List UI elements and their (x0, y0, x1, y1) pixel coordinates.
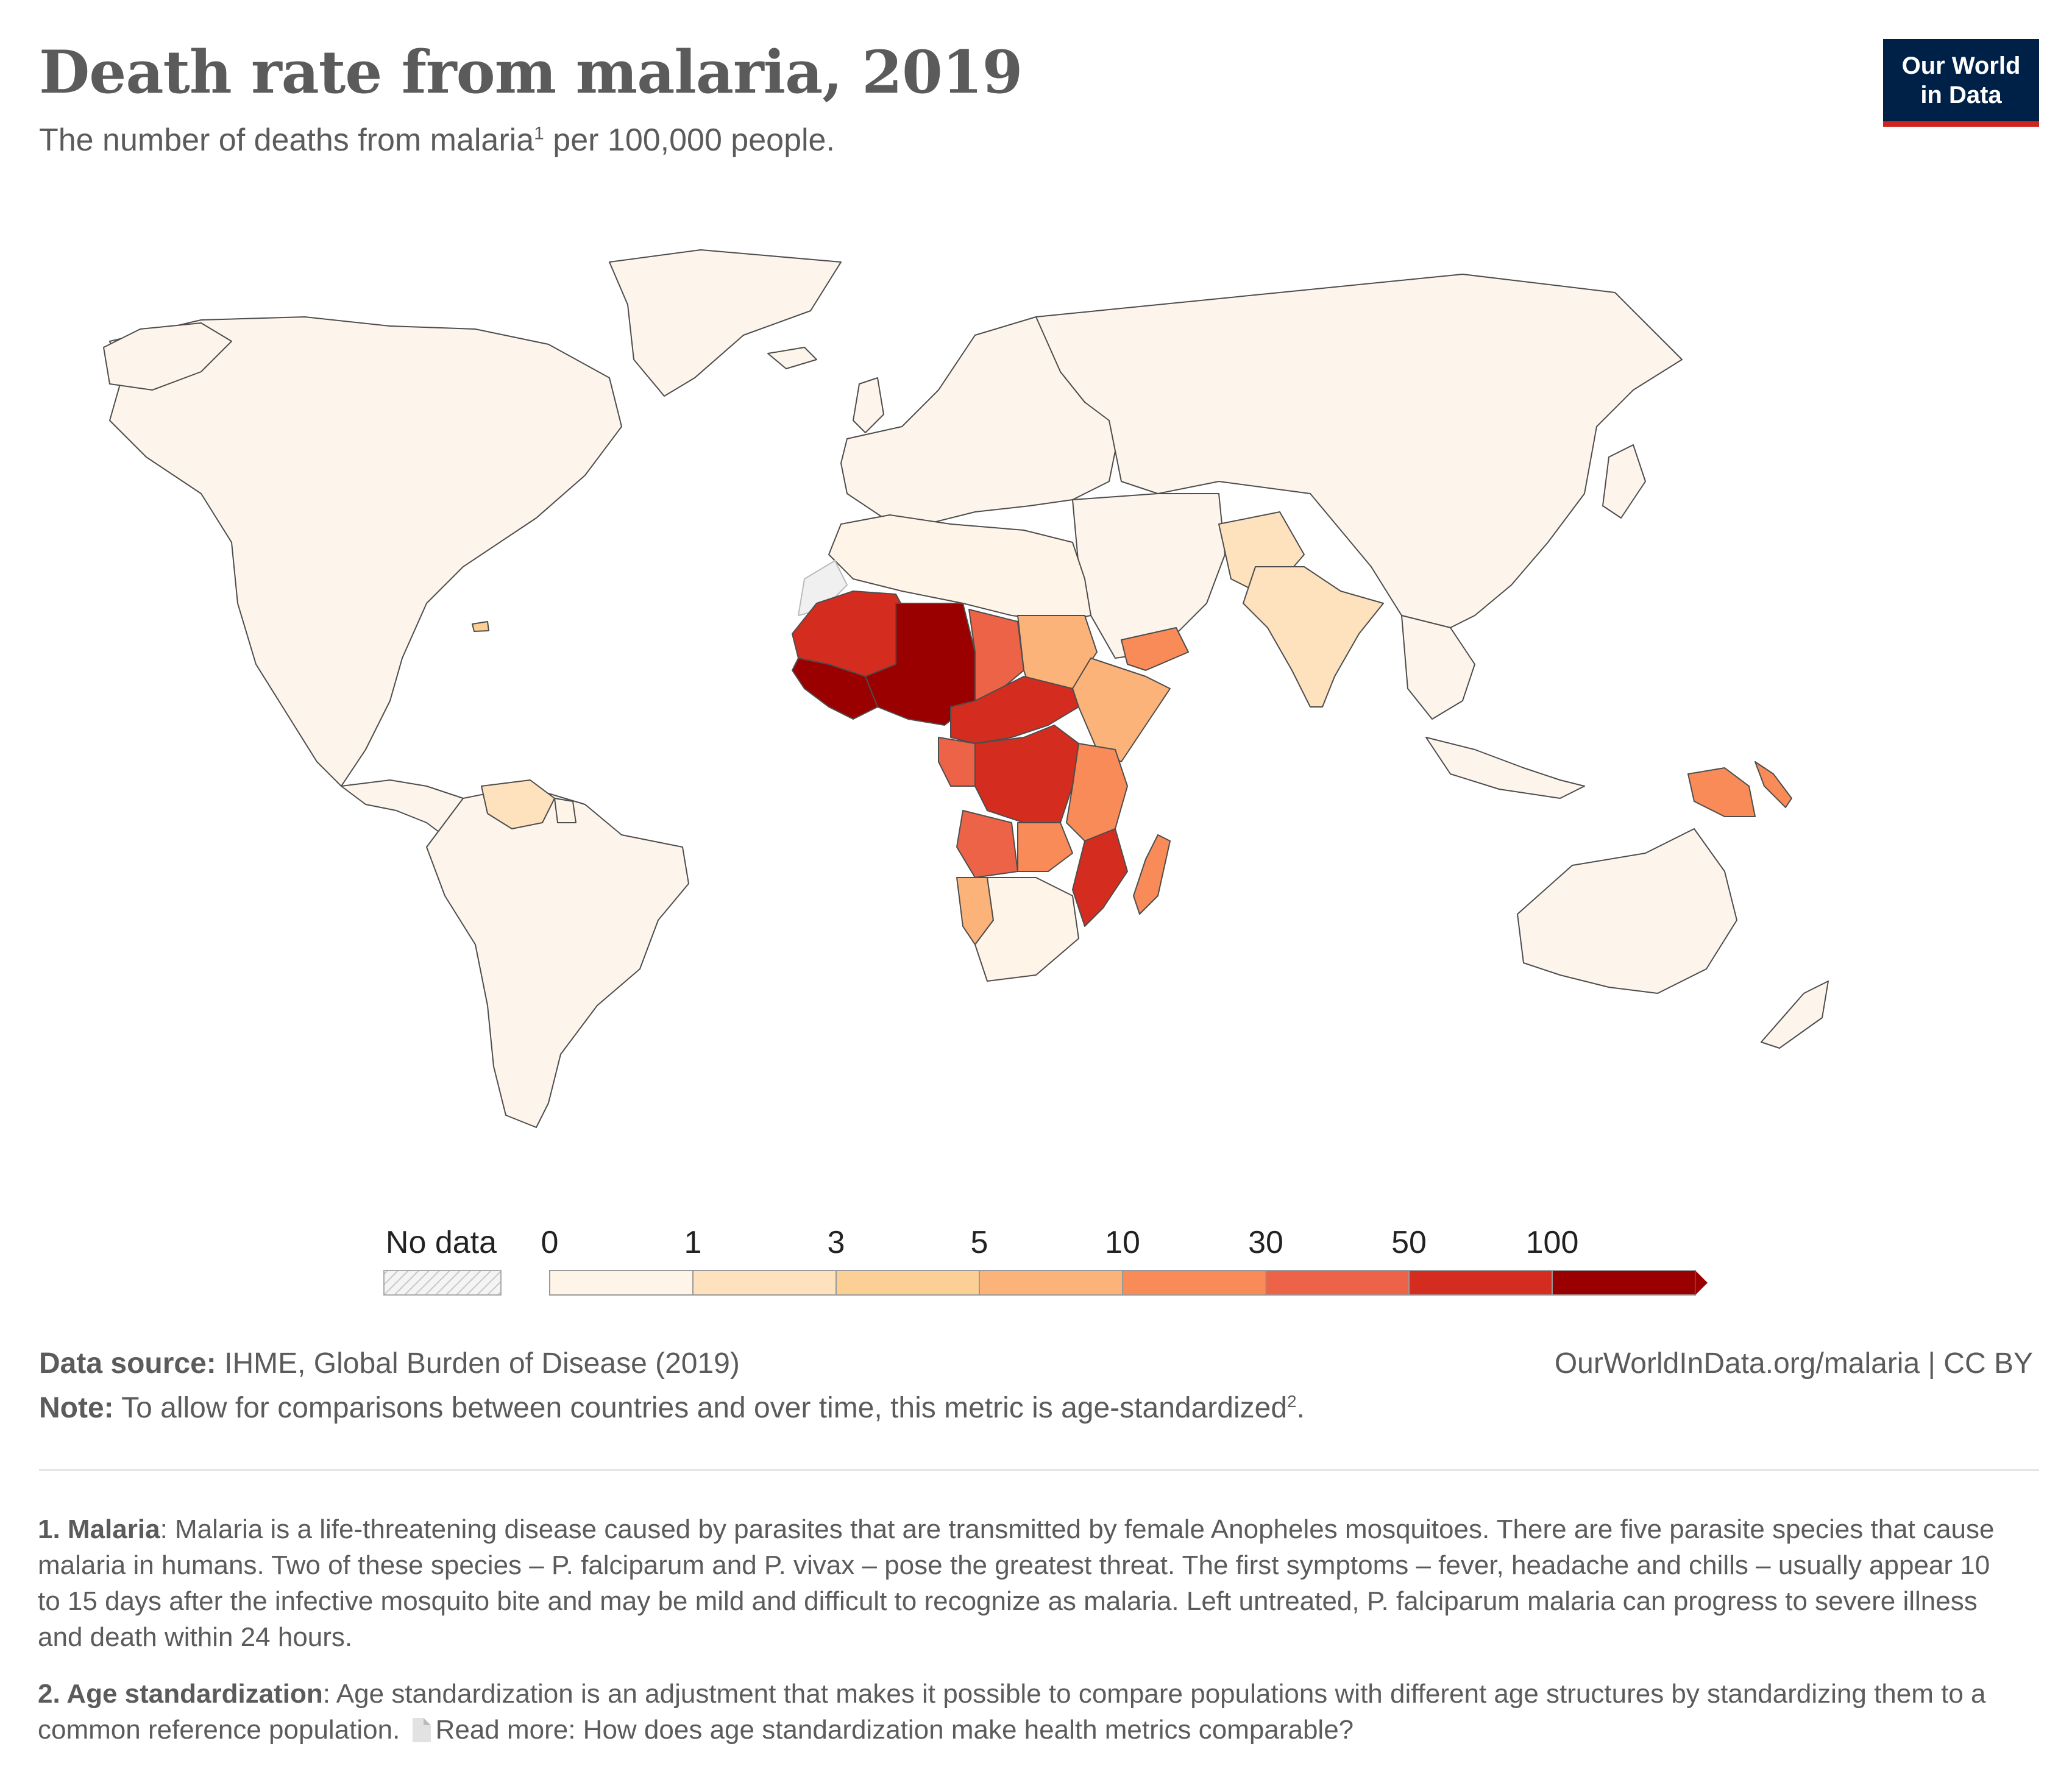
legend-tick-label: 50 (1391, 1225, 1427, 1260)
country-mozambique[interactable] (1072, 828, 1128, 927)
country-venezuela[interactable] (481, 779, 555, 829)
country-guyana[interactable] (554, 798, 577, 823)
country-botswana-sa[interactable] (974, 877, 1079, 982)
region-southeast-asia[interactable] (1401, 615, 1475, 720)
note-label: Note: (39, 1392, 114, 1424)
footnote-2-text: : Age standardization is an adjustment t… (38, 1679, 1986, 1745)
country-gabon-congo[interactable] (938, 737, 976, 787)
country-iceland[interactable] (767, 347, 817, 369)
country-papua-new-guinea[interactable] (1687, 767, 1756, 817)
country-new-zealand[interactable] (1761, 981, 1829, 1049)
legend-tick-label: 100 (1526, 1225, 1579, 1260)
country-japan[interactable] (1602, 444, 1646, 519)
footnotes-divider (39, 1469, 2039, 1471)
region-alaska[interactable] (103, 322, 232, 391)
country-zambia[interactable] (1017, 822, 1073, 872)
region-russia-asia[interactable] (1035, 274, 1683, 628)
footnote-ref-2[interactable]: 2 (1287, 1392, 1297, 1411)
legend-bin (692, 1270, 837, 1296)
country-png-islands[interactable] (1754, 761, 1792, 808)
legend-tick-label: 10 (1105, 1225, 1140, 1260)
region-south-america[interactable] (426, 786, 689, 1128)
country-india[interactable] (1243, 566, 1384, 708)
legend-tick-labels: 0 1 3 5 10 30 50 100 (541, 1225, 1579, 1260)
owid-logo[interactable]: Our World in Data (1883, 39, 2039, 127)
legend-bin (1265, 1270, 1410, 1296)
map-legend: No data 0 1 3 5 10 30 50 100 (383, 1225, 1708, 1296)
legend-no-data-swatch (383, 1270, 502, 1296)
footnote-1-label: 1. Malaria (38, 1514, 160, 1544)
logo-line-1: Our World (1901, 52, 2021, 79)
region-indonesia[interactable] (1425, 737, 1585, 799)
legend-bin (549, 1270, 694, 1296)
country-uk[interactable] (853, 377, 884, 433)
footnote-1-text: : Malaria is a life-threatening disease … (38, 1514, 1995, 1652)
data-source-label: Data source: (39, 1347, 216, 1380)
chart-subtitle: The number of deaths from malaria1 per 1… (39, 122, 835, 158)
legend-color-bins (549, 1270, 1708, 1296)
document-icon (412, 1718, 431, 1742)
region-guinea-coast[interactable] (792, 658, 878, 720)
legend-tick-label: 0 (541, 1225, 559, 1260)
region-north-america[interactable] (109, 316, 622, 787)
country-niger-nigeria[interactable] (865, 603, 976, 726)
legend-tick-label: 3 (828, 1225, 845, 1260)
country-car-cameroon[interactable] (950, 676, 1079, 744)
footnote-1: 1. Malaria: Malaria is a life-threatenin… (38, 1511, 2018, 1655)
world-map[interactable] (0, 238, 2072, 1176)
country-haiti[interactable] (472, 621, 489, 632)
region-greenland[interactable] (609, 249, 842, 397)
credit-link[interactable]: OurWorldInData.org/malaria | CC BY (1554, 1347, 2033, 1380)
legend-bin (836, 1270, 980, 1296)
data-source: Data source: IHME, Global Burden of Dise… (39, 1347, 740, 1380)
legend-bin (1552, 1270, 1696, 1296)
legend-tick-label: 30 (1248, 1225, 1283, 1260)
country-angola[interactable] (956, 810, 1018, 878)
legend-tick-label: 5 (971, 1225, 988, 1260)
country-yemen[interactable] (1121, 627, 1189, 671)
data-source-text: IHME, Global Burden of Disease (2019) (216, 1347, 740, 1380)
chart-title: Death rate from malaria, 2019 (39, 38, 1023, 107)
country-madagascar[interactable] (1133, 834, 1171, 915)
note-text: To allow for comparisons between countri… (113, 1392, 1288, 1424)
chart-note: Note: To allow for comparisons between c… (39, 1392, 1305, 1424)
read-more-link[interactable]: Read more: How does age standardization … (435, 1715, 1354, 1745)
legend-tick-label: 1 (684, 1225, 702, 1260)
country-drc[interactable] (974, 725, 1079, 823)
footnote-ref-1[interactable]: 1 (534, 123, 544, 144)
footnote-2: 2. Age standardization: Age standardizat… (38, 1676, 2018, 1748)
legend-arrow (1695, 1271, 1708, 1295)
legend-no-data-label: No data (386, 1225, 497, 1260)
footnote-2-label: 2. Age standardization (38, 1679, 323, 1709)
country-australia[interactable] (1517, 828, 1737, 994)
legend-bin (1122, 1270, 1266, 1296)
legend-bin (1408, 1270, 1553, 1296)
logo-line-2: in Data (1920, 81, 2002, 108)
legend-bin (979, 1270, 1123, 1296)
